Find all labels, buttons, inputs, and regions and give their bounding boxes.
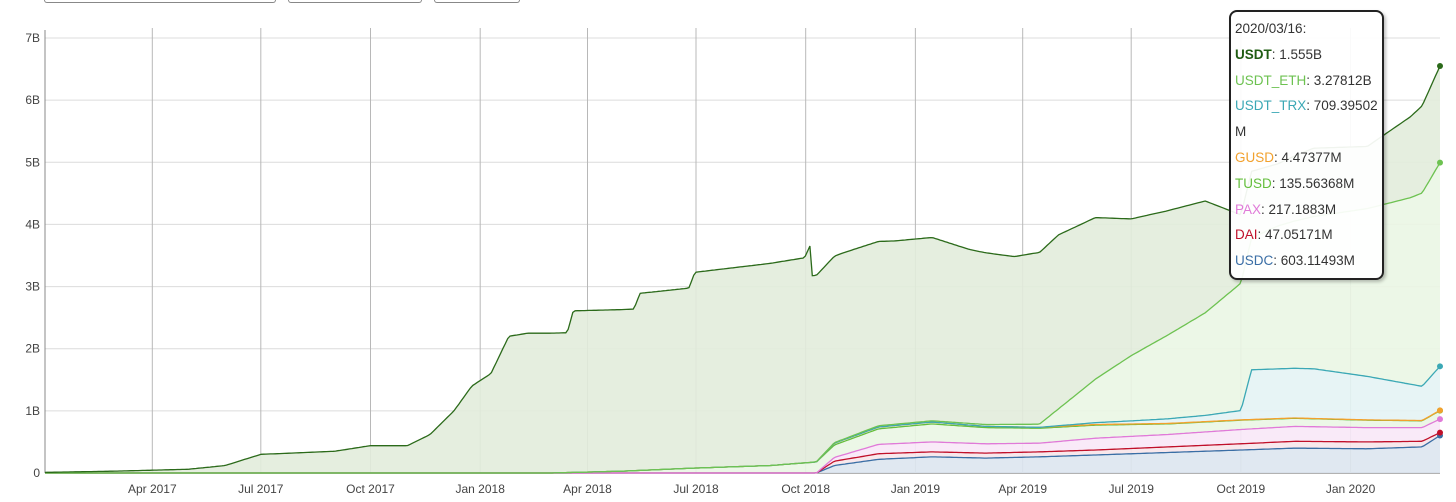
tooltip-series-value: : 1.555B <box>1271 46 1323 62</box>
tooltip-row: USDC: 603.11493M <box>1235 248 1382 274</box>
axes: 0 1B 2B 3B 4B 5B 6B 7B Apr 2017 Jul 2017 Oct 2017 J… <box>25 31 1375 496</box>
tooltip-series-label: GUSD <box>1235 149 1275 165</box>
y-tick-label: 6B <box>25 93 40 107</box>
tooltip-series-value: : 3.27812B <box>1306 72 1372 88</box>
y-tick-label: 5B <box>25 155 40 169</box>
point-pax <box>1437 416 1443 423</box>
range-selector-box[interactable] <box>44 0 276 3</box>
tooltip-series-value: : 709.39502M <box>1235 98 1378 140</box>
tooltip-series-value: : 603.11493M <box>1273 253 1355 269</box>
y-tick-label: 2B <box>25 342 40 356</box>
tooltip-row: GUSD: 4.47377M <box>1235 145 1382 171</box>
area-pax <box>45 419 1440 473</box>
tooltip-series-value: : 4.47377M <box>1274 149 1342 165</box>
tooltip-series-label: DAI <box>1235 227 1258 243</box>
x-tick-label: Jul 2018 <box>673 482 719 496</box>
series-lines <box>44 62 1443 474</box>
point-usdt-trx <box>1437 363 1443 370</box>
tooltip-series-value: : 47.05171M <box>1257 227 1333 243</box>
y-tick-label: 4B <box>25 217 40 231</box>
series-selector-box[interactable] <box>288 0 422 3</box>
tooltip-series-label: USDC <box>1235 253 1274 269</box>
y-tick-label: 0 <box>33 466 40 480</box>
area-tusd <box>45 410 1440 473</box>
tooltip-row: USDT: 1.555B <box>1235 42 1382 68</box>
tooltip-row: DAI: 47.05171M <box>1235 222 1382 248</box>
x-tick-label: Oct 2019 <box>1217 482 1266 496</box>
x-tick-label: Apr 2018 <box>563 482 612 496</box>
area-usdt <box>45 66 1440 473</box>
tooltip-row: TUSD: 135.56368M <box>1235 171 1382 197</box>
tooltip-series-label: PAX <box>1235 201 1262 217</box>
tooltip-row: USDT_TRX: 709.39502M <box>1235 93 1382 145</box>
y-tick-label: 7B <box>25 31 40 45</box>
tooltip-series-label: USDT_TRX <box>1235 98 1307 114</box>
x-tick-label: Jan 2019 <box>891 482 941 496</box>
x-tick-label: Jul 2019 <box>1109 482 1155 496</box>
point-usdt <box>1437 62 1443 69</box>
line-usdt-eth <box>45 162 1441 474</box>
line-usdt <box>44 65 1441 474</box>
tooltip-series-label: USDT <box>1235 46 1272 62</box>
hover-tooltip: 2020/03/16: USDT: 1.555B USDT_ETH: 3.2781… <box>1229 10 1384 280</box>
tooltip-series-label: USDT_ETH <box>1235 72 1307 88</box>
tooltip-series-value: : 217.1883M <box>1261 201 1337 217</box>
x-tick-label: Oct 2018 <box>781 482 830 496</box>
x-tick-label: Jan 2018 <box>455 482 505 496</box>
tooltip-date: 2020/03/16: <box>1235 21 1307 36</box>
x-tick-label: Apr 2019 <box>998 482 1047 496</box>
option-selector-box[interactable] <box>434 0 520 3</box>
point-gusd <box>1437 407 1443 414</box>
area-usdc <box>45 435 1440 473</box>
y-tick-label: 1B <box>25 404 40 418</box>
x-tick-label: Apr 2017 <box>128 482 177 496</box>
tooltip-series-value: : 135.56368M <box>1271 175 1355 191</box>
point-usdt-eth <box>1437 159 1443 166</box>
area-usdt-eth <box>45 162 1440 473</box>
x-tick-label: Jul 2017 <box>238 482 284 496</box>
point-dai <box>1437 429 1443 436</box>
tooltip-row: USDT_ETH: 3.27812B <box>1235 68 1382 94</box>
tooltip-series-label: TUSD <box>1235 175 1272 191</box>
y-tick-label: 3B <box>25 280 40 294</box>
tooltip-row: PAX: 217.1883M <box>1235 197 1382 223</box>
x-tick-label: Oct 2017 <box>346 482 395 496</box>
x-tick-label: Jan 2020 <box>1326 482 1376 496</box>
